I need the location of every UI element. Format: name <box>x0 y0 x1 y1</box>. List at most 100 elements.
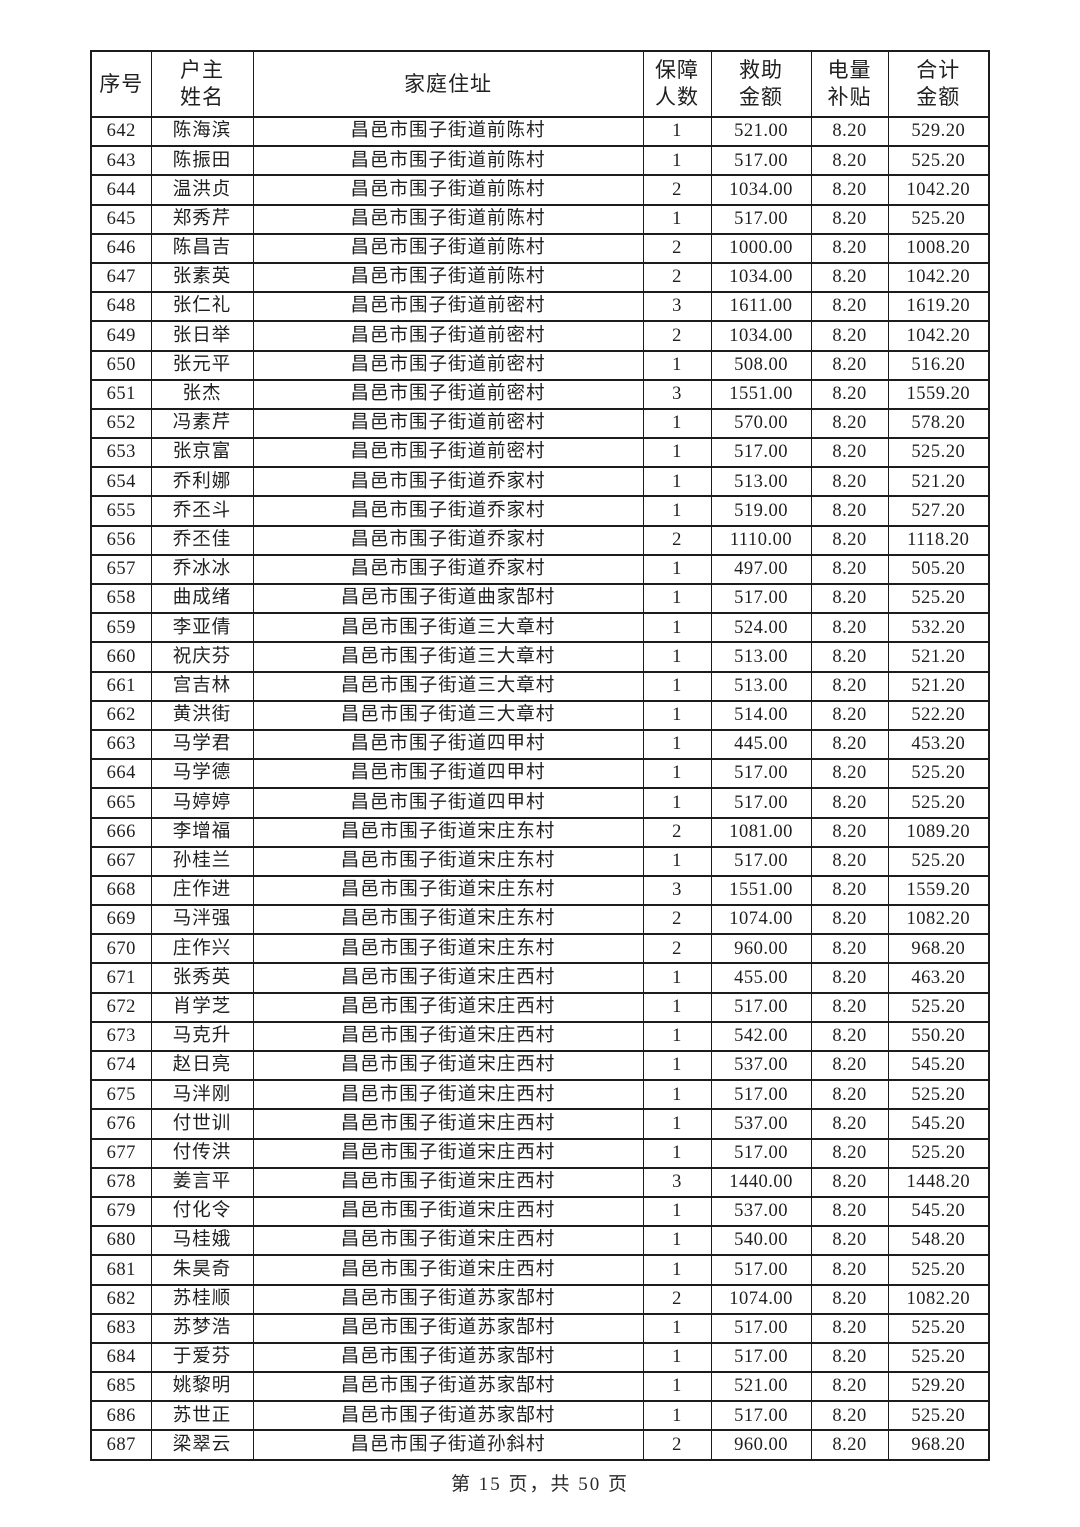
table-row: 655 乔丕斗 昌邑市围子街道乔家村 1 519.00 8.20 527.20 <box>90 495 990 527</box>
cell-persons: 1 <box>642 1225 712 1257</box>
cell-address: 昌邑市围子街道苏家郜村 <box>252 1400 644 1432</box>
cell-amount: 517.00 <box>710 1400 812 1432</box>
cell-address: 昌邑市围子街道前陈村 <box>252 232 644 264</box>
cell-serial: 650 <box>90 349 152 381</box>
column-header-amount: 救助 金额 <box>710 50 812 118</box>
cell-name: 张元平 <box>150 349 254 381</box>
table-body: 642 陈海滨 昌邑市围子街道前陈村 1 521.00 8.20 529.20 643 陈振田昌… <box>90 115 990 1461</box>
cell-persons: 1 <box>642 787 712 819</box>
table-row: 679 付化令 昌邑市围子街道宋庄西村 1 537.00 8.20 545.20 <box>90 1195 990 1228</box>
cell-total: 525.20 <box>887 1137 990 1169</box>
cell-total: 1042.20 <box>887 174 990 206</box>
cell-persons: 1 <box>642 1195 712 1228</box>
cell-subsidy: 8.20 <box>810 728 889 761</box>
cell-total: 525.20 <box>887 758 990 790</box>
cell-persons: 1 <box>642 991 712 1023</box>
cell-amount: 513.00 <box>710 641 812 673</box>
column-header-total: 合计 金额 <box>887 50 990 118</box>
cell-total: 525.20 <box>887 845 990 877</box>
table-row: 681 朱昊奇 昌邑市围子街道宋庄西村 1 517.00 8.20 525.20 <box>90 1254 990 1286</box>
column-header-name: 户主 姓名 <box>150 50 254 118</box>
cell-serial: 665 <box>90 787 152 819</box>
table-row: 657 乔冰冰 昌邑市围子街道乔家村 1 497.00 8.20 505.20 <box>90 553 990 586</box>
cell-subsidy: 8.20 <box>810 378 889 410</box>
cell-persons: 1 <box>642 1341 712 1374</box>
cell-subsidy: 8.20 <box>810 582 889 615</box>
table-row: 656 乔丕佳 昌邑市围子街道乔家村 2 1110.00 8.20 1118.20 <box>90 524 990 556</box>
cell-name: 张京富 <box>150 437 254 469</box>
cell-address: 昌邑市围子街道乔家村 <box>252 524 644 556</box>
cell-subsidy: 8.20 <box>810 874 889 907</box>
cell-address: 昌邑市围子街道前密村 <box>252 320 644 352</box>
cell-amount: 524.00 <box>710 612 812 644</box>
cell-name: 马学德 <box>150 758 254 790</box>
cell-persons: 2 <box>642 904 712 936</box>
cell-persons: 2 <box>642 261 712 294</box>
cell-address: 昌邑市围子街道四甲村 <box>252 758 644 790</box>
cell-persons: 1 <box>642 145 712 177</box>
cell-amount: 570.00 <box>710 407 812 440</box>
cell-persons: 1 <box>642 1312 712 1344</box>
cell-name: 付化令 <box>150 1195 254 1228</box>
table-row: 661 宫吉林 昌邑市围子街道三大章村 1 513.00 8.20 521.20 <box>90 670 990 702</box>
cell-amount: 514.00 <box>710 699 812 731</box>
table-row: 675 马泮刚 昌邑市围子街道宋庄西村 1 517.00 8.20 525.20 <box>90 1079 990 1111</box>
cell-serial: 672 <box>90 991 152 1023</box>
cell-amount: 517.00 <box>710 1312 812 1344</box>
cell-serial: 684 <box>90 1341 152 1374</box>
cell-persons: 2 <box>642 320 712 352</box>
cell-serial: 642 <box>90 115 152 148</box>
cell-address: 昌邑市围子街道宋庄东村 <box>252 933 644 965</box>
table-row: 674 赵日亮 昌邑市围子街道宋庄西村 1 537.00 8.20 545.20 <box>90 1049 990 1082</box>
cell-address: 昌邑市围子街道孙斜村 <box>252 1429 644 1461</box>
cell-persons: 1 <box>642 115 712 148</box>
cell-subsidy: 8.20 <box>810 670 889 702</box>
cell-total: 1118.20 <box>887 524 990 556</box>
cell-serial: 648 <box>90 291 152 323</box>
table-row: 686 苏世正 昌邑市围子街道苏家郜村 1 517.00 8.20 525.20 <box>90 1400 990 1432</box>
cell-amount: 540.00 <box>710 1225 812 1257</box>
cell-subsidy: 8.20 <box>810 115 889 148</box>
cell-amount: 1034.00 <box>710 261 812 294</box>
cell-total: 525.20 <box>887 1400 990 1432</box>
cell-serial: 643 <box>90 145 152 177</box>
cell-persons: 2 <box>642 524 712 556</box>
cell-address: 昌邑市围子街道宋庄西村 <box>252 1195 644 1228</box>
cell-persons: 1 <box>642 437 712 469</box>
cell-address: 昌邑市围子街道四甲村 <box>252 787 644 819</box>
cell-persons: 2 <box>642 816 712 848</box>
table-row: 678 姜言平 昌邑市围子街道宋庄西村 3 1440.00 8.20 1448.20 <box>90 1166 990 1198</box>
cell-address: 昌邑市围子街道前陈村 <box>252 115 644 148</box>
cell-name: 付传洪 <box>150 1137 254 1169</box>
cell-persons: 1 <box>642 1400 712 1432</box>
cell-total: 525.20 <box>887 437 990 469</box>
cell-persons: 2 <box>642 933 712 965</box>
cell-subsidy: 8.20 <box>810 466 889 498</box>
cell-amount: 513.00 <box>710 466 812 498</box>
cell-name: 乔丕佳 <box>150 524 254 556</box>
cell-amount: 517.00 <box>710 787 812 819</box>
cell-address: 昌邑市围子街道前陈村 <box>252 145 644 177</box>
cell-subsidy: 8.20 <box>810 1283 889 1315</box>
table-row: 666 李增福 昌邑市围子街道宋庄东村 2 1081.00 8.20 1089.20 <box>90 816 990 848</box>
cell-subsidy: 8.20 <box>810 437 889 469</box>
table-row: 667 孙桂兰 昌邑市围子街道宋庄东村 1 517.00 8.20 525.20 <box>90 845 990 877</box>
table-row: 684 于爱芬 昌邑市围子街道苏家郜村 1 517.00 8.20 525.20 <box>90 1341 990 1374</box>
cell-amount: 521.00 <box>710 1371 812 1403</box>
cell-total: 525.20 <box>887 1079 990 1111</box>
subsidy-roster-table: 序号 户主 姓名 家庭住址 保障 人数 救助 金额 电量 补贴 合计 金额 64… <box>90 50 990 1461</box>
cell-address: 昌邑市围子街道宋庄西村 <box>252 1079 644 1111</box>
cell-subsidy: 8.20 <box>810 261 889 294</box>
cell-persons: 1 <box>642 1254 712 1286</box>
table-row: 649 张日举 昌邑市围子街道前密村 2 1034.00 8.20 1042.20 <box>90 320 990 352</box>
cell-serial: 661 <box>90 670 152 702</box>
table-row: 670 庄作兴 昌邑市围子街道宋庄东村 2 960.00 8.20 968.20 <box>90 933 990 965</box>
cell-serial: 686 <box>90 1400 152 1432</box>
cell-address: 昌邑市围子街道前密村 <box>252 378 644 410</box>
cell-amount: 517.00 <box>710 991 812 1023</box>
cell-address: 昌邑市围子街道宋庄西村 <box>252 1225 644 1257</box>
cell-address: 昌邑市围子街道前陈村 <box>252 261 644 294</box>
cell-amount: 1440.00 <box>710 1166 812 1198</box>
cell-subsidy: 8.20 <box>810 1254 889 1286</box>
